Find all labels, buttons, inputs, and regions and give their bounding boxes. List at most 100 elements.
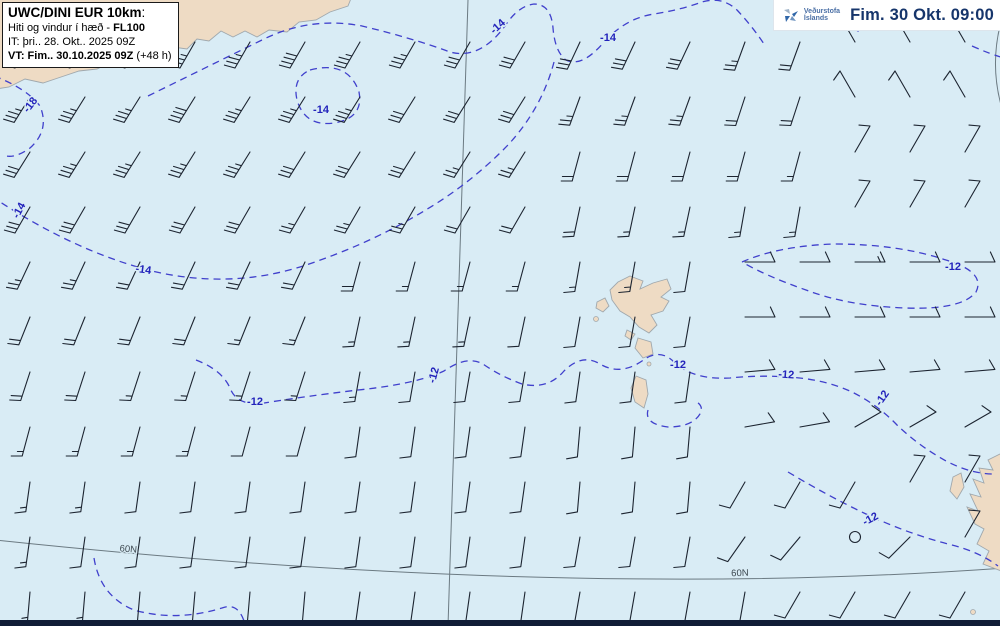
wind-barb — [179, 481, 196, 514]
wind-barb — [333, 96, 361, 123]
wind-barb — [723, 41, 746, 71]
timestamp-box: Veðurstofa Íslands Fim. 30 Okt. 09:00 — [772, 0, 1000, 31]
wind-barb — [395, 261, 416, 292]
wind-barb — [388, 41, 416, 69]
wind-barb — [617, 206, 636, 238]
wind-barb — [278, 151, 306, 178]
wind-barb — [172, 316, 196, 346]
latitude-label: 60N — [731, 568, 749, 580]
wind-barb — [344, 426, 361, 459]
wind-barb — [964, 405, 992, 428]
wind-barb — [909, 251, 941, 263]
wind-barb — [14, 536, 31, 569]
wind-barb — [799, 306, 831, 318]
wind-barb — [716, 536, 746, 563]
wind-barb — [615, 151, 636, 182]
wind-barb — [909, 124, 926, 153]
wind-barb — [780, 151, 801, 182]
wind-barb — [566, 426, 581, 460]
wind-barb — [227, 316, 251, 346]
wind-barb — [964, 124, 981, 153]
parallel-60n-line — [0, 540, 1000, 580]
wind-barb — [555, 41, 581, 70]
wind-barb — [454, 481, 471, 514]
wind-barb — [854, 306, 886, 318]
wind-barb — [450, 261, 471, 292]
wind-barb — [728, 206, 746, 239]
wind-barb — [744, 306, 776, 318]
wind-barb — [725, 151, 746, 182]
wind-barb — [828, 591, 856, 619]
wind-barb — [498, 151, 526, 178]
wind-barb — [7, 316, 31, 346]
isotherm-label: -12 — [945, 261, 961, 273]
wind-barb — [5, 261, 31, 290]
wind-barb — [799, 251, 831, 263]
vedurstofa-logo-icon: Veðurstofa Íslands — [782, 6, 840, 24]
wind-barb — [62, 316, 86, 346]
wind-barb — [773, 481, 801, 509]
islet — [970, 609, 976, 615]
wind-barb — [282, 316, 306, 346]
wind-barb — [3, 151, 31, 178]
wind-barb — [909, 179, 926, 208]
wind-barb — [558, 96, 581, 126]
wind-barb — [498, 41, 526, 69]
wind-barb — [909, 405, 937, 428]
wind-barb — [124, 536, 141, 569]
wind-barb — [854, 405, 882, 428]
valid-datetime-label: Fim. 30 Okt. 09:00 — [850, 5, 994, 24]
wind-barb — [14, 481, 31, 514]
wind-barb — [674, 371, 691, 404]
wind-barb — [398, 371, 416, 404]
wind-barb — [454, 426, 471, 459]
wind-barb — [388, 96, 416, 123]
wind-barb — [509, 536, 526, 569]
wind-barb — [563, 261, 581, 294]
wind-barb — [443, 41, 471, 69]
isotherm-label: -12 — [426, 366, 442, 384]
isotherm-label: -12 — [247, 396, 263, 408]
wind-barb — [718, 481, 746, 509]
wind-barb — [563, 536, 581, 569]
isotherm-contour — [93, 557, 247, 626]
wind-barb — [799, 359, 831, 373]
wind-barb — [113, 206, 141, 234]
wind-barb — [724, 96, 746, 127]
wind-barb — [289, 536, 306, 569]
edge-meridian-line — [995, 23, 1000, 103]
wind-barb — [452, 316, 471, 348]
wind-barb — [621, 426, 636, 460]
wind-barb — [770, 536, 801, 561]
wind-barb — [60, 261, 86, 290]
faroe-sandoy — [634, 337, 654, 359]
wind-barb — [399, 481, 416, 514]
wind-barb — [563, 316, 581, 349]
wind-barb — [773, 591, 801, 619]
wind-barb — [168, 206, 196, 234]
wind-barb — [883, 591, 911, 619]
wind-barb — [69, 536, 86, 569]
wind-barb — [175, 426, 196, 457]
wind-barb — [3, 206, 31, 234]
wind-barb — [289, 481, 306, 514]
wind-barb — [673, 536, 691, 569]
wind-barb — [230, 426, 251, 457]
wind-barb — [388, 151, 416, 178]
isotherm-contour — [147, 0, 765, 97]
wind-barb — [120, 426, 141, 457]
faroe-suduroy — [630, 375, 649, 409]
wind-barb — [170, 261, 196, 290]
isotherm-label: -12 — [670, 359, 686, 371]
wind-barb — [344, 536, 361, 569]
wind-barb — [779, 96, 801, 127]
faroe-main — [609, 275, 672, 334]
wind-barb — [10, 426, 31, 457]
wind-barb — [964, 306, 996, 318]
wind-barb — [223, 41, 251, 69]
wind-barb — [333, 151, 361, 178]
isotherm-label: -12 — [778, 368, 795, 381]
wind-barb — [65, 426, 86, 457]
latitude-label: 60N — [119, 543, 137, 555]
wind-barb — [168, 151, 196, 178]
